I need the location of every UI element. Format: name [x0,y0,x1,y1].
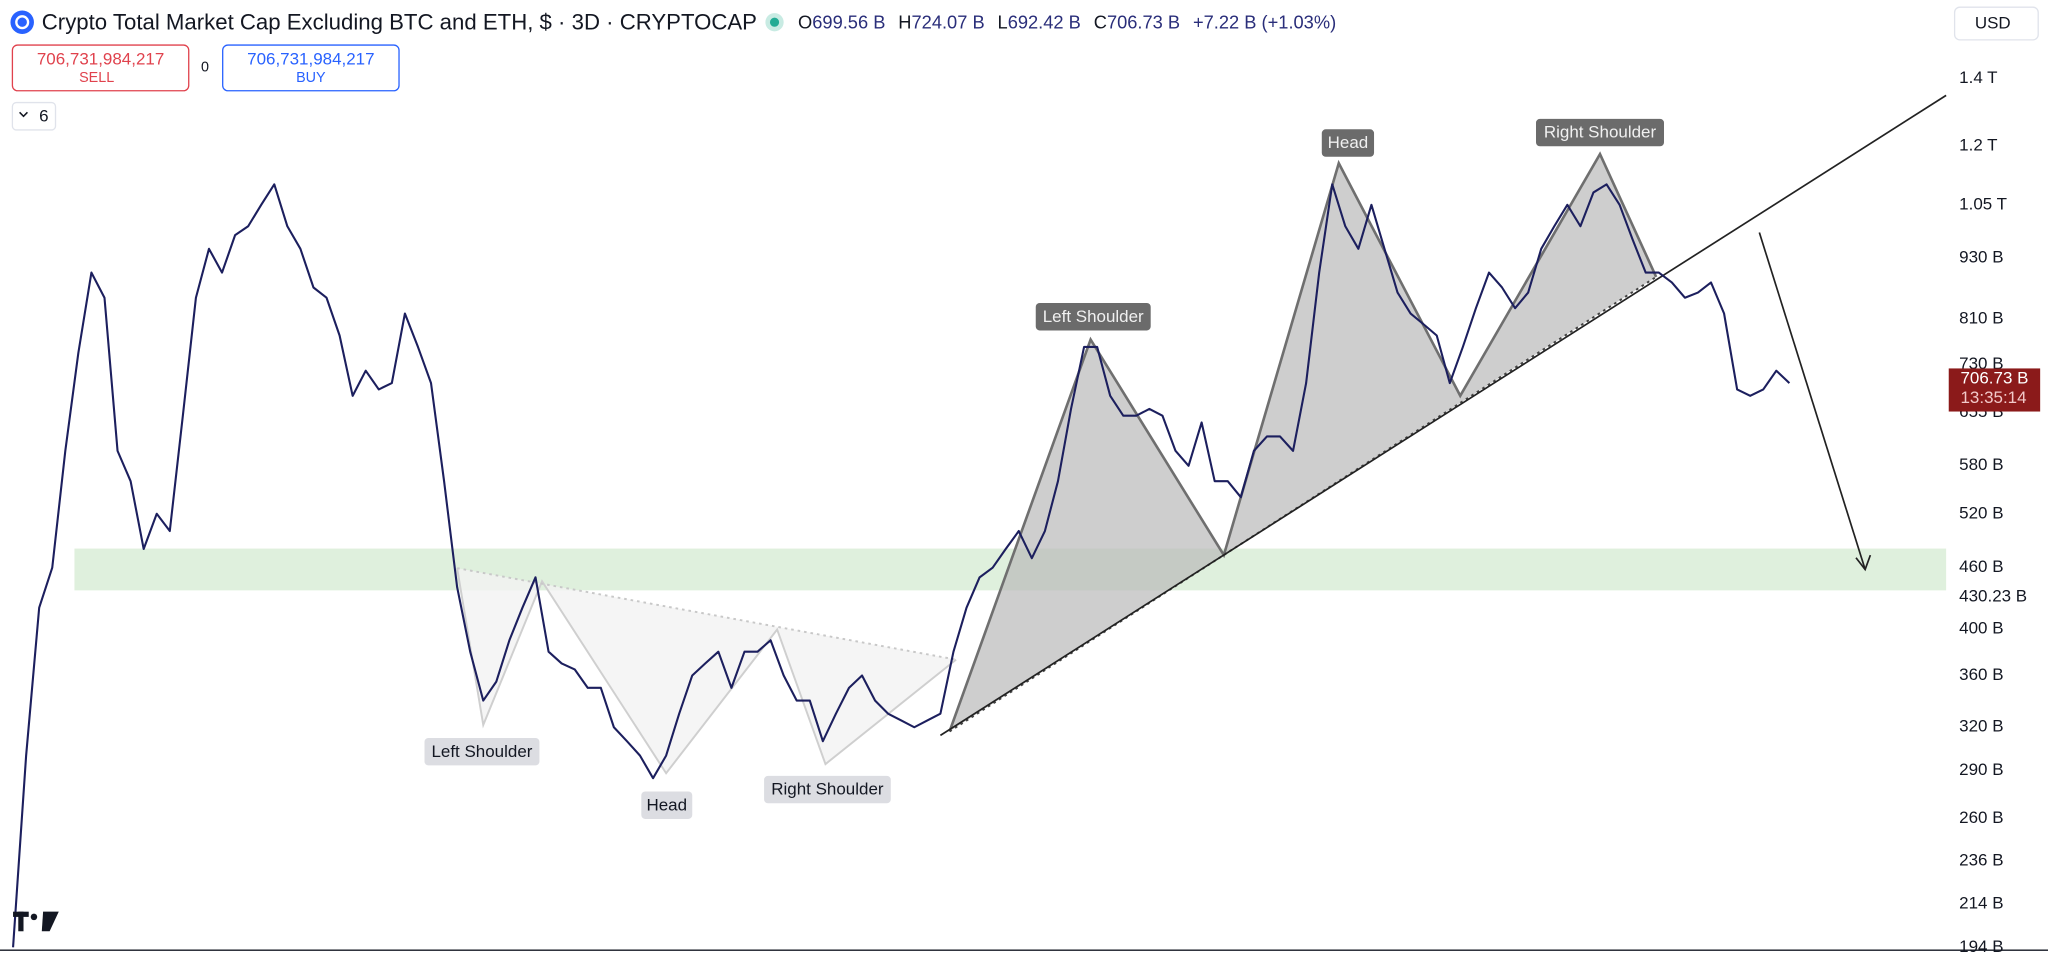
ohlc-key: L [998,11,1008,32]
sell-label: SELL [79,70,114,86]
annotation-box [641,791,693,819]
ohlc-key: H [898,11,911,32]
pattern-fill [949,154,1657,732]
y-tick-label: 260 B [1959,808,2003,827]
buy-price: 706,731,984,217 [247,50,374,69]
logo-part [18,911,24,932]
series-layer [12,183,1791,948]
y-tick-label: 580 B [1959,455,2003,474]
y-tick-label: 930 B [1959,248,2003,267]
y-tick-label: 400 B [1959,619,2003,638]
annotation-box [424,737,540,766]
indicators-toggle[interactable] [11,101,57,131]
symbol-icon-mark [15,15,30,30]
last-price-label: 706.73 B [1960,368,2028,387]
y-tick-label: 214 B [1959,894,2003,913]
currency-label: USD [1975,14,2011,33]
last-price-tag [1948,368,2041,412]
quantity: 0 [201,60,209,76]
y-tick-label: 290 B [1959,760,2003,779]
header: Crypto Total Market Cap Excluding BTC an… [10,9,1336,34]
annotation-label: Left Shoulder [1043,307,1144,326]
ohlc-value: 692.42 B [1008,11,1081,32]
y-tick-label: 320 B [1959,717,2003,736]
projection-arrow [1758,232,1866,570]
countdown: 13:35:14 [1960,388,2026,407]
y-tick-label: 1.05 T [1959,194,2007,213]
sell-price: 706,731,984,217 [37,50,164,69]
currency-button[interactable] [1953,6,2039,41]
y-tick-label: 1.2 T [1959,136,1997,155]
y-tick-label: 810 B [1959,308,2003,327]
y-tick-label: 730 B [1959,354,2003,373]
y-tick-label: 1.4 T [1959,68,1997,87]
ohlc-value: 699.56 B [812,11,885,32]
buy-button[interactable] [222,44,400,92]
annotation-label: Right Shoulder [771,780,884,799]
trend-line [939,94,1947,737]
annotations: Left Shoulder Head Right Shoulder Left S… [424,118,1664,819]
annotation-label: Right Shoulder [1544,123,1657,142]
annotation-label: Head [646,795,687,814]
ohlc-change: +7.22 B (+1.03%) [1193,11,1336,32]
price-line [12,183,1791,948]
pattern-line [456,568,957,775]
chart-title: Crypto Total Market Cap Excluding BTC an… [42,9,757,34]
annotation-box [1321,129,1375,157]
indicators-count: 6 [39,106,48,125]
trade-panel: 706,731,984,217 SELL 0 706,731,984,217 B… [11,44,400,131]
ohlc-key: O [798,11,812,32]
y-tick-label: 520 B [1959,503,2003,522]
annotation-label: Left Shoulder [431,742,532,761]
buy-label: BUY [296,70,326,86]
sell-button[interactable] [11,44,190,92]
chevron [19,111,28,118]
annotation-box [1035,303,1151,331]
symbol-icon [10,10,34,34]
arrow-head [1855,554,1872,572]
annotation-box [1536,118,1664,147]
pattern-line [948,151,1658,732]
y-tick-label: 194 B [1959,937,2003,954]
hs-pattern [939,94,1947,737]
annotation-box [764,775,891,804]
ohlc-key: C [1094,11,1107,32]
ohlc: O699.56 B H724.07 B L692.42 B C706.73 B … [798,11,1336,32]
logo-part [30,913,38,921]
y-tick-label: 430.23 B [1959,587,2027,606]
logo-part [41,911,59,932]
y-tick-label: 460 B [1959,557,2003,576]
y-tick-label: 360 B [1959,665,2003,684]
y-tick-label: 236 B [1959,851,2003,870]
ohlc-value: 706.73 B [1107,11,1180,32]
tv-logo [13,911,59,932]
ohlc-value: 724.07 B [912,11,985,32]
status-dot-core [769,17,780,27]
annotation-label: Head [1328,133,1369,152]
